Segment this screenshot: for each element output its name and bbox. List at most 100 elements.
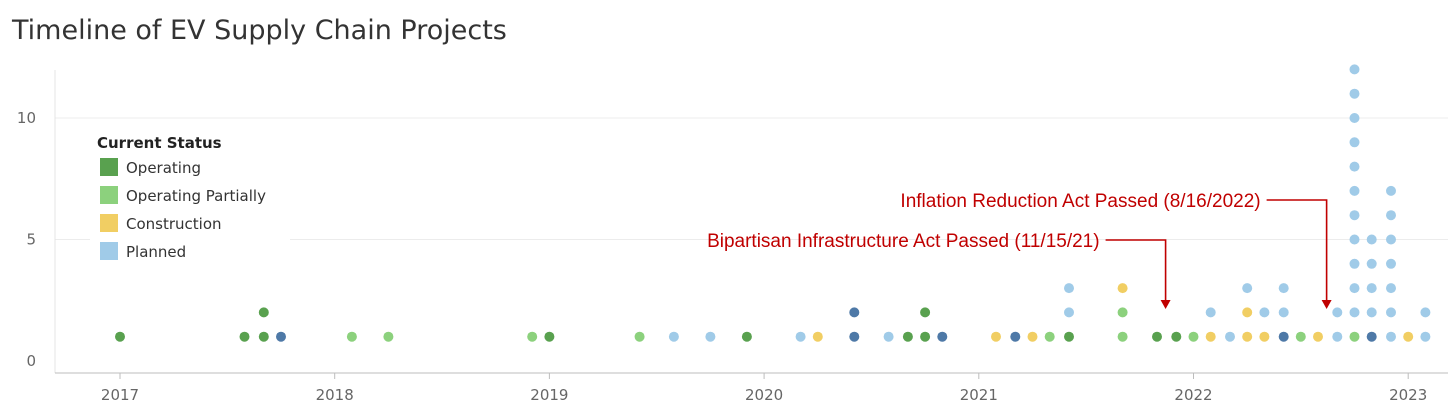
data-point-planned-4-3 bbox=[1064, 283, 1074, 294]
data-point-planned-12-5 bbox=[1366, 234, 1377, 245]
data-point-planned-dark--5-1 bbox=[1366, 331, 1377, 342]
data-point-planned-11-11 bbox=[1349, 88, 1360, 99]
legend-label-1: Operating Partially bbox=[126, 187, 266, 205]
axes: 0 5 10 2017 2018 2019 2020 2021 2022 2023 bbox=[17, 70, 1448, 404]
y-tick-label-10: 10 bbox=[17, 109, 36, 127]
data-point-construction-5-1 bbox=[1242, 331, 1253, 342]
x-tick-label-2021: 2021 bbox=[960, 386, 998, 404]
data-point-planned-13-2 bbox=[1386, 307, 1396, 318]
legend-swatch-1 bbox=[100, 186, 118, 204]
annotation-label-1: Bipartisan Infrastructure Act Passed (11… bbox=[707, 231, 1100, 252]
data-point-planned-11-3 bbox=[1349, 283, 1360, 294]
data-point-planned-dark--3-1 bbox=[1010, 331, 1021, 342]
y-tick-label-5: 5 bbox=[26, 231, 36, 249]
data-point-construction-1-1 bbox=[991, 331, 1001, 342]
data-point-operating-0-1 bbox=[115, 331, 125, 342]
data-point-planned-dark--1-2 bbox=[849, 307, 860, 318]
data-point-construction-3-3 bbox=[1117, 283, 1128, 294]
data-point-operating-partially-7-1 bbox=[1295, 331, 1306, 342]
data-point-construction-6-1 bbox=[1259, 331, 1270, 342]
data-point-planned-11-2 bbox=[1349, 307, 1360, 318]
data-point-planned-9-3 bbox=[1278, 283, 1289, 294]
data-point-planned-13-7 bbox=[1386, 185, 1396, 196]
data-point-planned-11-7 bbox=[1349, 185, 1360, 196]
data-point-planned-13-4 bbox=[1386, 258, 1396, 269]
data-point-planned-0-1 bbox=[668, 331, 679, 342]
legend-swatch-2 bbox=[100, 214, 118, 232]
data-point-operating-partially-4-1 bbox=[1044, 331, 1055, 342]
data-point-construction-8-1 bbox=[1403, 331, 1414, 342]
data-point-planned-11-5 bbox=[1349, 234, 1360, 245]
data-point-operating-3-1 bbox=[544, 331, 555, 342]
data-point-operating-partially-3-1 bbox=[634, 331, 645, 342]
data-point-planned-12-2 bbox=[1366, 307, 1377, 318]
data-point-planned-3-1 bbox=[883, 331, 894, 342]
data-point-planned-12-4 bbox=[1366, 258, 1377, 269]
data-point-planned-11-9 bbox=[1349, 137, 1360, 148]
data-point-planned-dark--2-1 bbox=[937, 331, 948, 342]
data-points bbox=[115, 64, 1431, 342]
data-point-operating-partially-1-1 bbox=[383, 331, 394, 342]
data-point-planned-13-1 bbox=[1386, 331, 1396, 342]
data-point-operating-7-1 bbox=[1064, 331, 1074, 342]
data-point-planned-5-2 bbox=[1205, 307, 1216, 318]
legend-swatch-0 bbox=[100, 158, 118, 176]
data-point-operating-partially-5-1 bbox=[1117, 331, 1128, 342]
data-point-planned-dark--4-1 bbox=[1278, 331, 1289, 342]
data-point-operating-6-2 bbox=[920, 307, 931, 318]
x-tick-label-2022: 2022 bbox=[1174, 386, 1212, 404]
data-point-planned-13-3 bbox=[1386, 283, 1396, 294]
data-point-construction-7-1 bbox=[1313, 331, 1323, 342]
data-point-construction-4-1 bbox=[1205, 331, 1216, 342]
data-point-operating-5-1 bbox=[902, 331, 913, 342]
data-point-planned-11-10 bbox=[1349, 113, 1360, 123]
data-point-planned-4-2 bbox=[1064, 307, 1074, 318]
data-point-planned-14-1 bbox=[1420, 331, 1431, 342]
data-point-planned-7-3 bbox=[1242, 283, 1253, 294]
data-point-operating-partially-2-1 bbox=[527, 331, 538, 342]
data-point-construction-2-1 bbox=[1027, 331, 1038, 342]
data-point-planned-13-5 bbox=[1386, 234, 1396, 245]
data-point-operating-9-1 bbox=[1171, 331, 1182, 342]
data-point-planned-11-6 bbox=[1349, 210, 1360, 221]
data-point-operating-2-2 bbox=[258, 307, 269, 318]
data-point-planned-2-1 bbox=[795, 331, 806, 342]
data-point-planned-10-2 bbox=[1332, 307, 1343, 318]
y-tick-label-0: 0 bbox=[26, 352, 36, 370]
legend-background bbox=[90, 126, 290, 268]
annotation-arrowhead-1 bbox=[1160, 300, 1171, 309]
data-point-planned-13-6 bbox=[1386, 210, 1396, 221]
data-point-construction-5-2 bbox=[1242, 307, 1253, 318]
data-point-planned-9-2 bbox=[1278, 307, 1289, 318]
data-point-planned-11-8 bbox=[1349, 161, 1360, 172]
annotation-connector-1 bbox=[1105, 239, 1167, 301]
data-point-planned-11-12 bbox=[1349, 64, 1360, 75]
x-tick-label-2020: 2020 bbox=[745, 386, 783, 404]
data-point-planned-11-4 bbox=[1349, 258, 1360, 269]
legend-title: Current Status bbox=[97, 134, 222, 152]
data-point-planned-10-1 bbox=[1332, 331, 1343, 342]
chart-title: Timeline of EV Supply Chain Projects bbox=[11, 15, 507, 46]
data-point-operating-4-1 bbox=[741, 331, 752, 342]
data-point-operating-partially-0-1 bbox=[346, 331, 357, 342]
x-tick-label-2019: 2019 bbox=[530, 386, 568, 404]
legend-label-2: Construction bbox=[126, 215, 222, 233]
data-point-operating-partially-8-1 bbox=[1349, 331, 1360, 342]
data-point-operating-partially-6-1 bbox=[1188, 331, 1199, 342]
data-point-planned-1-1 bbox=[705, 331, 716, 342]
data-point-operating-8-1 bbox=[1152, 331, 1162, 342]
data-point-planned-dark--1-1 bbox=[849, 331, 860, 342]
data-point-planned-8-2 bbox=[1259, 307, 1270, 318]
annotation-arrowhead-0 bbox=[1321, 300, 1332, 309]
data-point-operating-partially-5-2 bbox=[1117, 307, 1128, 318]
data-point-planned-6-1 bbox=[1225, 331, 1235, 342]
legend: Current Status Operating Operating Partia… bbox=[90, 126, 290, 268]
data-point-operating-2-1 bbox=[258, 331, 269, 342]
data-point-operating-1-1 bbox=[239, 331, 250, 342]
data-point-planned-dark--0-1 bbox=[276, 331, 286, 342]
legend-label-0: Operating bbox=[126, 159, 201, 177]
annotation-label-0: Inflation Reduction Act Passed (8/16/202… bbox=[900, 191, 1260, 212]
data-point-operating-6-1 bbox=[920, 331, 931, 342]
x-tick-label-2018: 2018 bbox=[316, 386, 354, 404]
